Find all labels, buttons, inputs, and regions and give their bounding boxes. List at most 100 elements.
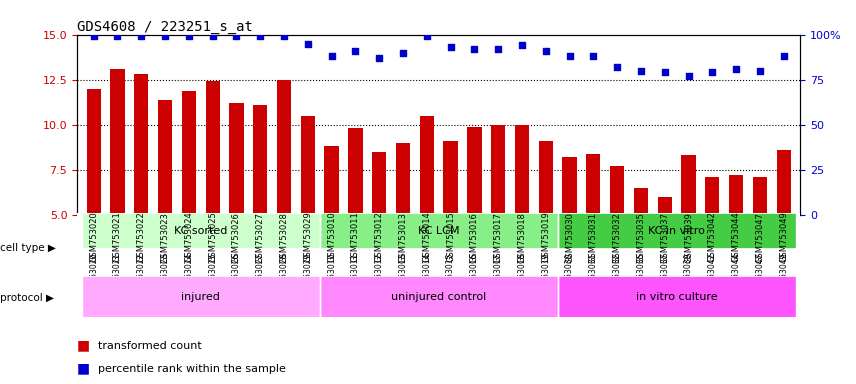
Point [443,44,457,50]
Text: KC LCM: KC LCM [418,225,460,235]
Text: GSM753015: GSM753015 [446,252,455,299]
Bar [253,105,267,215]
Text: GSM753013: GSM753013 [399,252,407,299]
Bar [276,80,291,215]
Point [586,53,600,59]
Text: percentile rank within the sample: percentile rank within the sample [98,364,286,374]
Bar [86,89,101,215]
Text: GSM753027: GSM753027 [256,252,265,299]
Point [277,33,291,40]
Bar [181,91,196,215]
Text: GSM753025: GSM753025 [208,252,217,299]
Text: GSM753032: GSM753032 [613,252,621,299]
Point [396,50,410,56]
Text: GSM753047: GSM753047 [755,252,764,299]
Point [753,68,767,74]
Bar [557,213,795,248]
Text: protocol ▶: protocol ▶ [0,293,54,303]
Bar [538,141,553,215]
Point [658,70,672,76]
Text: GSM753024: GSM753024 [184,252,193,299]
Bar [110,69,125,215]
Point [681,73,695,79]
Text: injured: injured [181,291,220,302]
Bar [395,143,410,215]
Text: KC sorted: KC sorted [174,225,228,235]
Text: in vitro culture: in vitro culture [636,291,717,302]
Bar [320,213,557,248]
Text: GSM753011: GSM753011 [351,252,360,299]
Text: GSM753012: GSM753012 [375,252,383,299]
Point [372,55,386,61]
Text: ■: ■ [77,362,94,376]
Point [491,46,505,52]
Text: GSM753018: GSM753018 [518,252,526,299]
Text: GSM753022: GSM753022 [137,252,146,299]
Point [253,33,267,40]
Text: GSM753037: GSM753037 [660,252,669,299]
Bar [82,276,320,317]
Text: GSM753042: GSM753042 [708,252,716,299]
Bar [82,213,320,248]
Bar [491,125,505,215]
Bar [320,276,557,317]
Bar [300,116,315,215]
Text: GSM753039: GSM753039 [684,252,693,299]
Text: GSM753020: GSM753020 [89,252,98,299]
Text: GSM753017: GSM753017 [494,252,502,299]
Point [705,70,719,76]
Text: GSM753016: GSM753016 [470,252,479,299]
Text: GSM753035: GSM753035 [637,252,645,299]
Bar [205,81,220,215]
Bar [705,177,719,215]
Point [229,33,243,40]
Point [205,33,219,40]
Bar [348,128,363,215]
Point [134,33,148,40]
Text: GSM753019: GSM753019 [541,252,550,299]
Bar [443,141,458,215]
Text: GSM753010: GSM753010 [327,252,336,299]
Point [467,46,481,52]
Text: GSM753044: GSM753044 [732,252,740,299]
Point [182,33,196,40]
Bar [372,152,386,215]
Bar [324,146,339,215]
Bar [419,116,434,215]
Bar [633,188,648,215]
Text: GSM753029: GSM753029 [303,252,312,299]
Point [420,33,434,40]
Bar [657,197,672,215]
Text: GSM753014: GSM753014 [422,252,431,299]
Point [110,33,124,40]
Bar [229,103,244,215]
Bar [562,157,577,215]
Point [539,48,553,54]
Bar [729,175,743,215]
Point [777,53,791,59]
Bar [610,166,624,215]
Bar [158,99,172,215]
Text: transformed count: transformed count [98,341,202,351]
Text: GSM753028: GSM753028 [280,252,288,299]
Bar [467,127,482,215]
Text: GSM753026: GSM753026 [232,252,241,299]
Text: GSM753023: GSM753023 [161,252,169,299]
Text: cell type ▶: cell type ▶ [0,243,56,253]
Point [348,48,362,54]
Text: KC in vitro: KC in vitro [648,225,705,235]
Bar [134,74,148,215]
Point [324,53,338,59]
Point [562,53,576,59]
Text: GDS4608 / 223251_s_at: GDS4608 / 223251_s_at [77,20,253,33]
Point [158,33,172,40]
Text: GSM753021: GSM753021 [113,252,122,299]
Point [515,42,529,48]
Text: GSM753030: GSM753030 [565,252,574,299]
Point [729,66,743,72]
Point [610,64,624,70]
Text: GSM753049: GSM753049 [779,252,788,299]
Bar [681,156,696,215]
Bar [557,276,795,317]
Point [301,41,315,47]
